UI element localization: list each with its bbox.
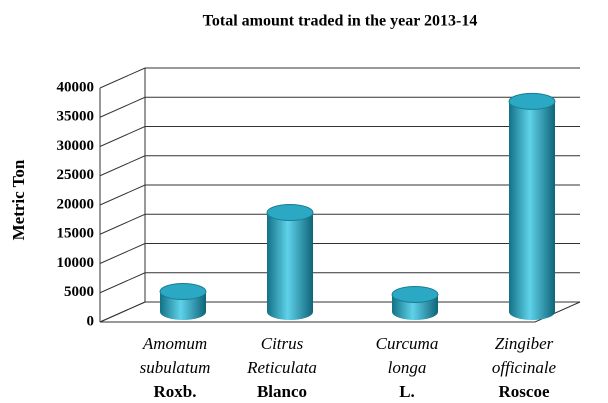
bar-body bbox=[509, 101, 555, 321]
y-tick-label: 20000 bbox=[57, 196, 95, 212]
y-tick-label: 40000 bbox=[57, 79, 95, 95]
bar bbox=[391, 285, 439, 320]
x-tick-label: Reticulata bbox=[246, 358, 317, 377]
x-tick-label: subulatum bbox=[140, 358, 211, 377]
x-tick-label: Roxb. bbox=[154, 382, 197, 401]
x-tick-label: Blanco bbox=[257, 382, 307, 401]
bar bbox=[266, 204, 314, 320]
x-tick-label: Amomum bbox=[142, 334, 207, 353]
x-tick-label: L. bbox=[399, 382, 415, 401]
bar-top bbox=[266, 204, 314, 222]
bar bbox=[159, 283, 207, 320]
x-tick-label: Curcuma bbox=[376, 334, 439, 353]
x-tick-label: officinale bbox=[492, 358, 557, 377]
y-tick-label: 5000 bbox=[64, 284, 94, 300]
chart-title: Total amount traded in the year 2013-14 bbox=[203, 13, 478, 30]
grid-line bbox=[99, 155, 580, 177]
x-tick-label: longa bbox=[388, 358, 427, 377]
y-tick-label: 25000 bbox=[57, 167, 95, 183]
y-axis-label: Metric Ton bbox=[9, 159, 28, 240]
grid-line bbox=[99, 96, 580, 118]
y-tick-label: 30000 bbox=[57, 138, 95, 154]
grid-line bbox=[99, 184, 580, 206]
x-tick-label: Citrus bbox=[261, 334, 304, 353]
bar-body bbox=[267, 212, 313, 320]
y-tick-label: 10000 bbox=[57, 255, 95, 271]
y-tick-label: 0 bbox=[87, 313, 95, 329]
x-tick-label: Zingiber bbox=[495, 334, 554, 353]
bar bbox=[508, 92, 556, 321]
bar-top bbox=[391, 285, 439, 303]
bar-top bbox=[159, 283, 207, 301]
y-tick-label: 35000 bbox=[57, 109, 95, 125]
grid-line bbox=[99, 243, 580, 264]
grid-line bbox=[99, 126, 580, 147]
grid-line bbox=[99, 272, 580, 294]
grid-line bbox=[99, 67, 580, 89]
grid-line bbox=[99, 213, 580, 235]
x-tick-label: Roscoe bbox=[499, 382, 550, 401]
y-tick-label: 15000 bbox=[57, 226, 95, 242]
bar-top bbox=[508, 92, 556, 110]
